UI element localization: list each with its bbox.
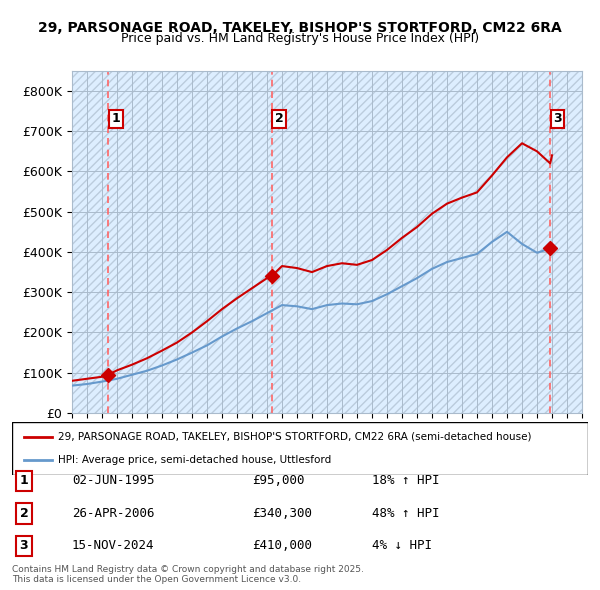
- Bar: [177, 71, 181, 413]
- Bar: [102, 71, 106, 413]
- Bar: [282, 71, 286, 413]
- Bar: [395, 71, 398, 413]
- Bar: [380, 71, 383, 413]
- Text: 02-JUN-1995: 02-JUN-1995: [72, 474, 155, 487]
- Bar: [199, 71, 203, 413]
- Bar: [335, 71, 338, 413]
- Bar: [365, 71, 368, 413]
- Bar: [207, 71, 211, 413]
- Bar: [447, 71, 451, 413]
- Bar: [342, 71, 346, 413]
- Text: £410,000: £410,000: [252, 539, 312, 552]
- FancyBboxPatch shape: [12, 422, 588, 475]
- Text: Contains HM Land Registry data © Crown copyright and database right 2025.
This d: Contains HM Land Registry data © Crown c…: [12, 565, 364, 584]
- Bar: [260, 71, 263, 413]
- Bar: [215, 71, 218, 413]
- Bar: [185, 71, 188, 413]
- Bar: [72, 71, 76, 413]
- Text: 3: 3: [20, 539, 28, 552]
- Bar: [349, 71, 353, 413]
- Bar: [245, 71, 248, 413]
- Bar: [117, 71, 121, 413]
- Bar: [275, 71, 278, 413]
- Bar: [320, 71, 323, 413]
- Bar: [432, 71, 436, 413]
- Bar: [409, 71, 413, 413]
- Bar: [162, 71, 166, 413]
- Text: 3: 3: [553, 112, 562, 125]
- Bar: [229, 71, 233, 413]
- Bar: [462, 71, 466, 413]
- Text: 26-APR-2006: 26-APR-2006: [72, 507, 155, 520]
- Text: 2: 2: [20, 507, 28, 520]
- Bar: [477, 71, 481, 413]
- Bar: [87, 71, 91, 413]
- Bar: [327, 71, 331, 413]
- Bar: [252, 71, 256, 413]
- Text: 29, PARSONAGE ROAD, TAKELEY, BISHOP'S STORTFORD, CM22 6RA (semi-detached house): 29, PARSONAGE ROAD, TAKELEY, BISHOP'S ST…: [58, 432, 532, 442]
- Bar: [155, 71, 158, 413]
- Bar: [139, 71, 143, 413]
- Bar: [125, 71, 128, 413]
- Bar: [455, 71, 458, 413]
- Bar: [290, 71, 293, 413]
- Bar: [499, 71, 503, 413]
- Bar: [170, 71, 173, 413]
- Bar: [507, 71, 511, 413]
- Text: £95,000: £95,000: [252, 474, 305, 487]
- Bar: [470, 71, 473, 413]
- Bar: [192, 71, 196, 413]
- Text: 18% ↑ HPI: 18% ↑ HPI: [372, 474, 439, 487]
- Bar: [147, 71, 151, 413]
- Bar: [222, 71, 226, 413]
- Bar: [515, 71, 518, 413]
- Text: 48% ↑ HPI: 48% ↑ HPI: [372, 507, 439, 520]
- Bar: [297, 71, 301, 413]
- Bar: [79, 71, 83, 413]
- Text: Price paid vs. HM Land Registry's House Price Index (HPI): Price paid vs. HM Land Registry's House …: [121, 32, 479, 45]
- Text: 1: 1: [20, 474, 28, 487]
- Text: 2: 2: [275, 112, 284, 125]
- Bar: [485, 71, 488, 413]
- Bar: [267, 71, 271, 413]
- Text: 29, PARSONAGE ROAD, TAKELEY, BISHOP'S STORTFORD, CM22 6RA: 29, PARSONAGE ROAD, TAKELEY, BISHOP'S ST…: [38, 21, 562, 35]
- Text: £340,300: £340,300: [252, 507, 312, 520]
- Bar: [417, 71, 421, 413]
- Bar: [357, 71, 361, 413]
- Bar: [312, 71, 316, 413]
- Text: 1: 1: [112, 112, 120, 125]
- Text: 4% ↓ HPI: 4% ↓ HPI: [372, 539, 432, 552]
- Bar: [402, 71, 406, 413]
- Bar: [132, 71, 136, 413]
- Bar: [372, 71, 376, 413]
- Bar: [110, 71, 113, 413]
- Bar: [95, 71, 98, 413]
- Bar: [305, 71, 308, 413]
- Bar: [387, 71, 391, 413]
- Bar: [237, 71, 241, 413]
- Bar: [425, 71, 428, 413]
- Text: HPI: Average price, semi-detached house, Uttlesford: HPI: Average price, semi-detached house,…: [58, 455, 331, 465]
- Text: 15-NOV-2024: 15-NOV-2024: [72, 539, 155, 552]
- Bar: [439, 71, 443, 413]
- Bar: [492, 71, 496, 413]
